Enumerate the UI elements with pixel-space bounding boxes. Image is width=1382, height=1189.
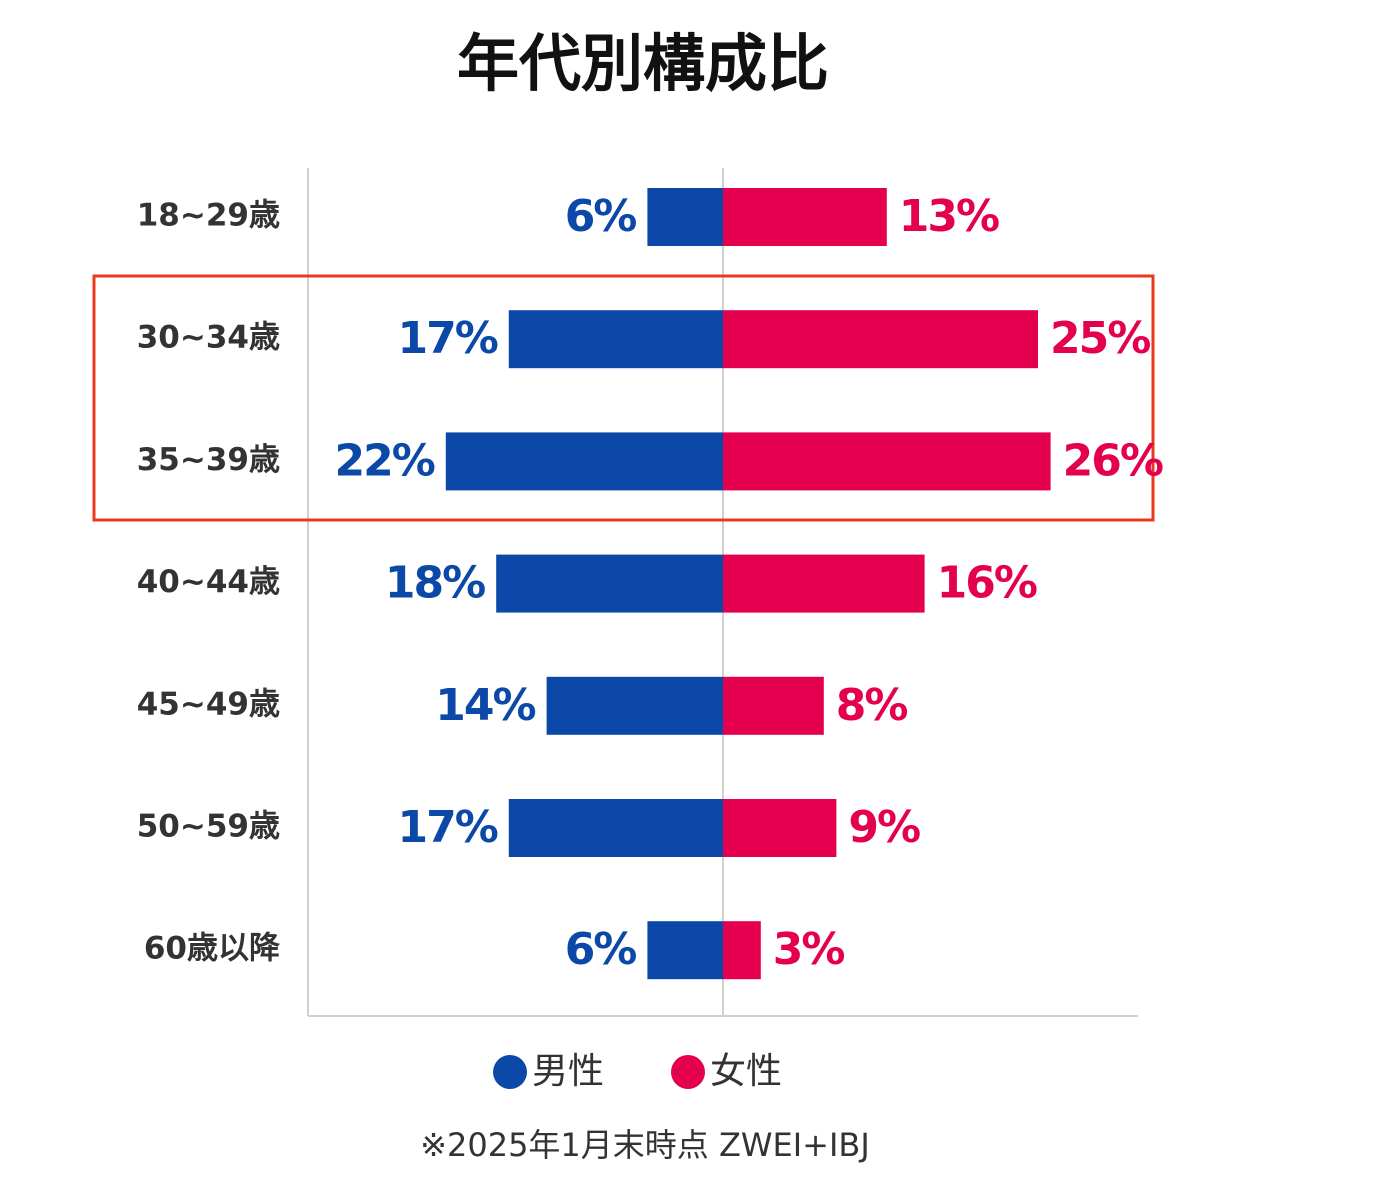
data-label: 18% [385,558,485,609]
highlight-box [92,274,1155,522]
data-label: 8% [836,680,908,731]
data-label: 17% [397,313,497,364]
legend-marker [671,1055,705,1089]
note: ※2025年1月末時点 ZWEI+IBJ [420,1126,870,1164]
bar [546,676,723,735]
y-tick-label: 50~59歳 [137,809,280,845]
data-label: 3% [773,924,845,975]
bar [723,554,925,613]
y-tick-label: 45~49歳 [137,686,280,722]
y-tick-label: 30~34歳 [137,320,280,356]
bar [723,310,1038,369]
bar [508,310,723,369]
data-label: 6% [565,191,637,242]
data-label: 13% [899,191,999,242]
bar [647,921,723,980]
y-tick-label: 40~44歳 [137,564,280,600]
bar [723,188,887,246]
bar [723,676,824,735]
data-label: 16% [937,558,1037,609]
bar [445,432,723,491]
data-label: 17% [397,802,497,853]
bar [647,188,723,246]
bar [723,432,1051,491]
y-tick-label: 35~39歳 [137,442,280,478]
data-label: 26% [1063,435,1163,486]
y-tick-label: 18~29歳 [137,198,280,234]
legend-label: 女性 [710,1051,782,1092]
bar [723,799,837,857]
bar [496,554,723,613]
data-label: 22% [334,435,434,486]
bar [508,799,723,857]
data-label: 9% [848,802,920,853]
data-label: 14% [435,680,535,731]
bar [723,921,761,980]
legend-label: 男性 [532,1051,604,1092]
chart-title: 年代別構成比 [457,27,829,100]
legend-marker [493,1055,527,1089]
data-label: 25% [1050,313,1150,364]
y-tick-label: 60歳以降 [144,931,281,967]
data-label: 6% [565,924,637,975]
